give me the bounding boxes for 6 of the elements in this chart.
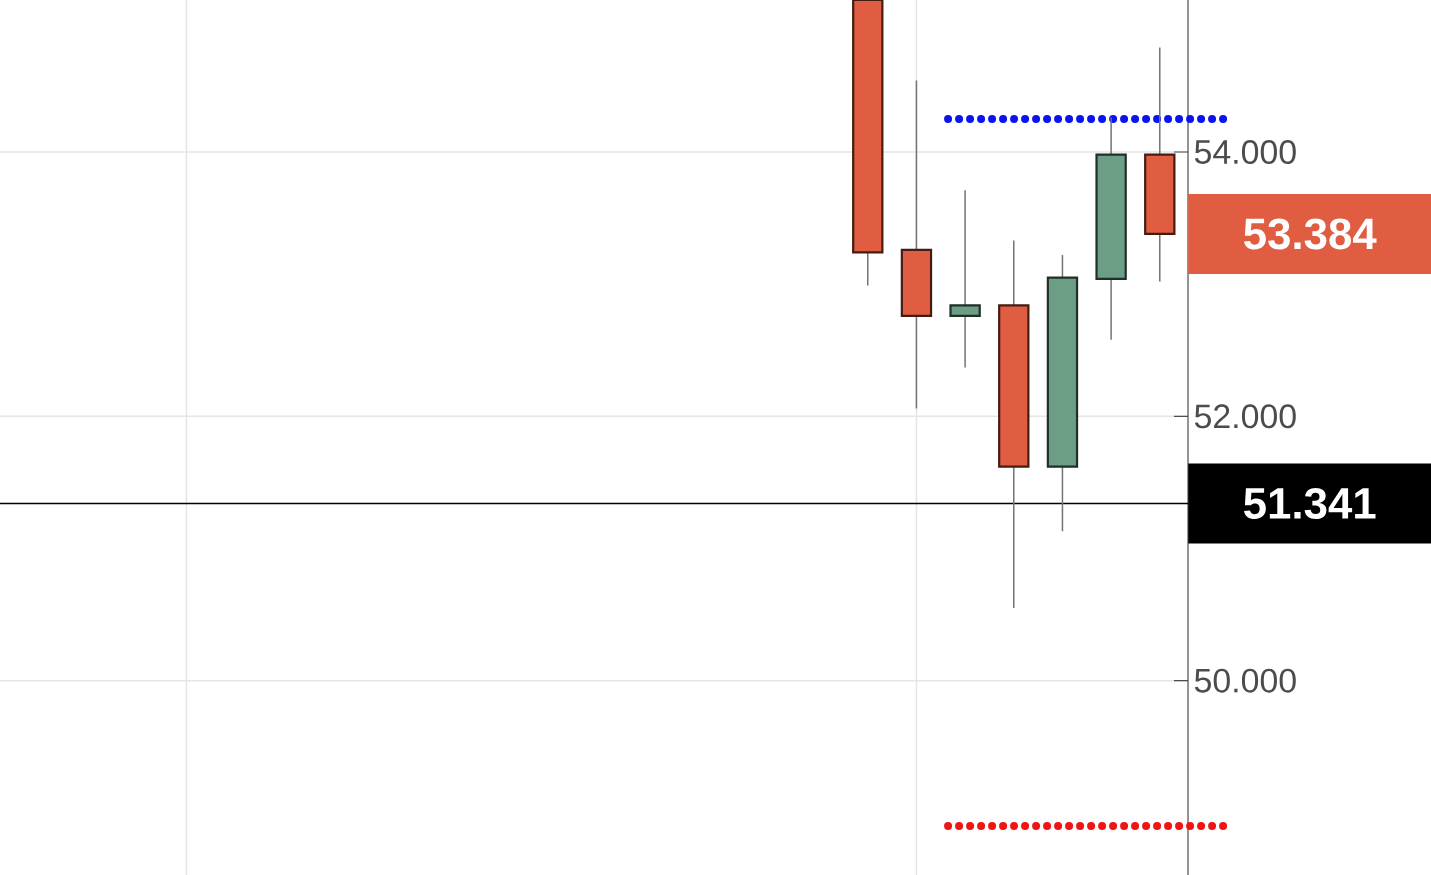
text: 53.384 bbox=[1244, 218, 1377, 250]
y-tick-label: 52.000 bbox=[1194, 404, 1296, 429]
candlestick bbox=[949, 189, 981, 369]
ref-line-label: 51.341 bbox=[1244, 487, 1376, 520]
y-tick-label: 54.000 bbox=[1194, 139, 1296, 164]
y-tick-label: 50.000 bbox=[1194, 668, 1296, 693]
